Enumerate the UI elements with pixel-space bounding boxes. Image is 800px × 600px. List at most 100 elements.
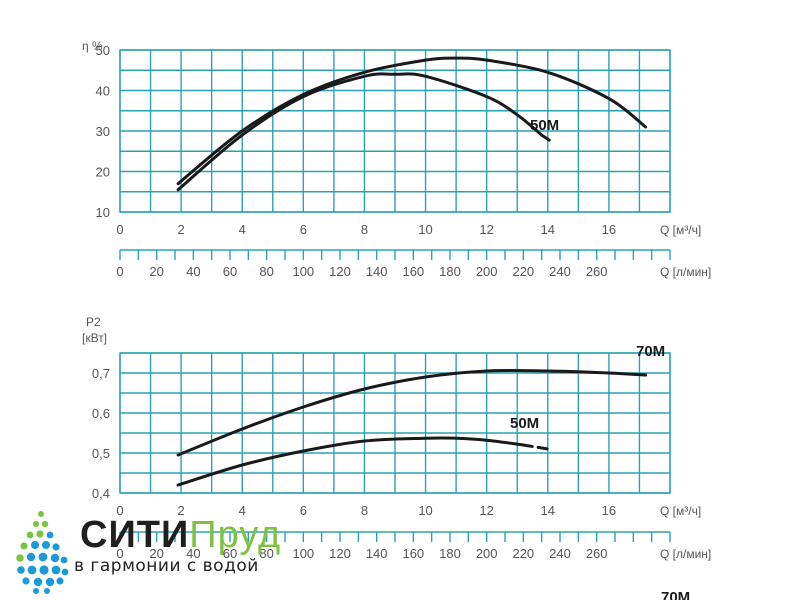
- brand-logo: СИТИПруд в гармонии с водой: [8, 508, 308, 594]
- secondary-x-tick-label: 60: [223, 264, 237, 279]
- secondary-x-tick-label: 20: [149, 546, 163, 561]
- x-tick-label: 14: [541, 222, 555, 237]
- secondary-x-tick-label: 120: [329, 546, 351, 561]
- series-line-dashed-50M: [521, 443, 550, 451]
- logo-dot: [26, 552, 36, 562]
- secondary-x-tick-label: 240: [549, 546, 571, 561]
- logo-dot: [42, 541, 50, 549]
- y-axis-label: η %: [82, 39, 103, 53]
- x-tick-label: 2: [177, 503, 184, 518]
- y-tick-label: 0,6: [92, 406, 110, 421]
- brand-slogan: в гармонии с водой: [74, 556, 259, 576]
- series-line-70M: [176, 56, 648, 186]
- secondary-x-tick-label: 80: [259, 546, 273, 561]
- x-tick-label: 8: [361, 222, 368, 237]
- secondary-x-tick-label: 220: [512, 264, 534, 279]
- logo-dot: [33, 588, 39, 594]
- x-tick-label: 0: [116, 222, 123, 237]
- logo-dot: [50, 553, 60, 563]
- logo-dot: [60, 556, 68, 564]
- secondary-x-tick-label: 180: [439, 264, 461, 279]
- series-label-50M: 50M: [530, 117, 559, 134]
- logo-dot: [33, 521, 39, 527]
- secondary-x-tick-label: 80: [259, 264, 273, 279]
- series-label-50M: 50M: [510, 415, 539, 432]
- y-tick-label: 0,5: [92, 446, 110, 461]
- x-tick-label: 10: [418, 222, 432, 237]
- logo-dot: [38, 552, 48, 562]
- series-line-dashed-50M: [540, 133, 556, 145]
- logo-dot: [27, 565, 37, 575]
- secondary-x-tick-label: 120: [329, 264, 351, 279]
- logo-dot: [61, 568, 69, 576]
- secondary-x-tick-label: 220: [512, 546, 534, 561]
- x-tick-label: 6: [300, 222, 307, 237]
- x-tick-label: 16: [602, 222, 616, 237]
- y-tick-label: 20: [96, 165, 110, 180]
- x-tick-label: 10: [418, 503, 432, 518]
- x-tick-label: 12: [479, 503, 493, 518]
- secondary-x-tick-label: 160: [402, 546, 424, 561]
- series-line-70M: [176, 368, 648, 457]
- series-label-70M: 70M: [661, 589, 690, 600]
- x-tick-label: 0: [116, 503, 123, 518]
- x-tick-label: 2: [177, 222, 184, 237]
- secondary-x-tick-label: 60: [223, 546, 237, 561]
- y-tick-label: 0,7: [92, 366, 110, 381]
- logo-dot: [31, 541, 39, 549]
- x-axis-label: Q [м³/ч]: [660, 504, 701, 518]
- series-line-50M: [176, 436, 525, 487]
- secondary-x-tick-label: 0: [116, 546, 123, 561]
- logo-dot: [38, 511, 44, 517]
- plot-frame: [119, 49, 671, 213]
- secondary-x-tick-label: 140: [366, 264, 388, 279]
- logo-dot: [26, 531, 34, 539]
- secondary-x-tick-label: 200: [476, 546, 498, 561]
- logo-dot: [16, 554, 24, 562]
- water-drop-icon: [16, 511, 69, 594]
- secondary-x-tick-label: 100: [292, 264, 314, 279]
- x-tick-label: 12: [479, 222, 493, 237]
- logo-dot: [52, 543, 60, 551]
- x-tick-label: 4: [239, 503, 246, 518]
- secondary-x-tick-label: 240: [549, 264, 571, 279]
- secondary-x-tick-label: 0: [116, 264, 123, 279]
- power-chart: 0,4 0,5 0,6 0,7 P2 [кВт] 0 2 4 6 8 10 12 14 16 Q [м³/ч]…: [82, 315, 711, 561]
- secondary-x-axis-label: Q [л/мин]: [660, 547, 711, 561]
- secondary-x-tick-label: 40: [186, 264, 200, 279]
- logo-dot: [56, 577, 64, 585]
- logo-dot: [39, 565, 49, 575]
- secondary-x-tick-label: 200: [476, 264, 498, 279]
- logo-dot: [46, 531, 54, 539]
- logo-dot: [51, 565, 61, 575]
- secondary-x-tick-label: 100: [292, 546, 314, 561]
- secondary-x-tick-label: 180: [439, 546, 461, 561]
- y-axis-label-unit: [кВт]: [82, 331, 107, 345]
- y-tick-label: 30: [96, 124, 110, 139]
- y-tick-label: 10: [96, 205, 110, 220]
- y-tick-label: 0,4: [92, 486, 110, 501]
- x-tick-label: 4: [239, 222, 246, 237]
- secondary-x-tick-label: 260: [586, 546, 608, 561]
- secondary-x-tick-label: 160: [402, 264, 424, 279]
- logo-dot: [20, 542, 28, 550]
- secondary-x-tick-label: 40: [186, 546, 200, 561]
- plot-frame: [119, 352, 671, 494]
- y-tick-label: 50: [96, 43, 110, 58]
- y-axis-label: P2: [86, 315, 101, 329]
- brand-name: СИТИПруд: [80, 514, 281, 557]
- y-tick-label: 40: [96, 84, 110, 99]
- logo-dot: [41, 520, 49, 528]
- logo-dot: [33, 577, 43, 587]
- logo-dot: [17, 566, 25, 574]
- series-line-50M: [176, 72, 544, 192]
- secondary-x-tick-label: 140: [366, 546, 388, 561]
- brand-name-accent: Пруд: [189, 514, 282, 556]
- x-tick-label: 6: [300, 503, 307, 518]
- logo-dot: [36, 530, 44, 538]
- x-axis-label: Q [м³/ч]: [660, 223, 701, 237]
- series-label-70M: 70M: [636, 343, 665, 360]
- logo-dot: [44, 588, 50, 594]
